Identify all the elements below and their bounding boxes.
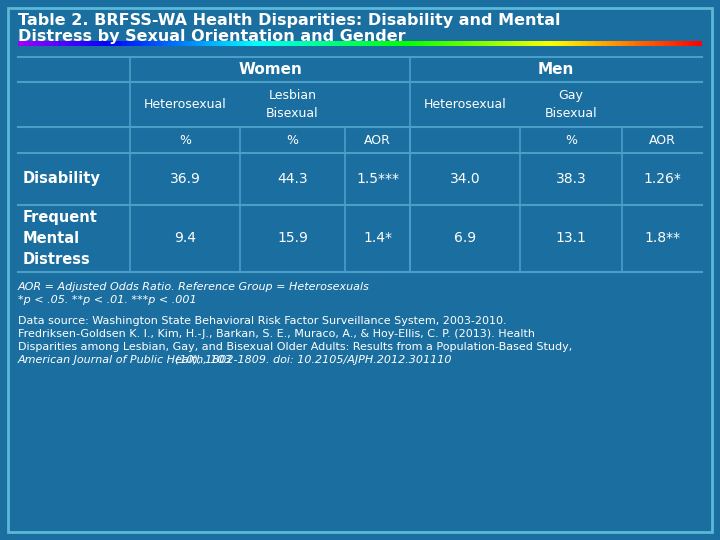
Text: Table 2. BRFSS-WA Health Disparities: Disability and Mental: Table 2. BRFSS-WA Health Disparities: Di…: [18, 13, 560, 28]
Text: 34.0: 34.0: [450, 172, 480, 186]
Text: Heterosexual: Heterosexual: [423, 98, 506, 111]
Text: Fredriksen-Goldsen K. I., Kim, H.-J., Barkan, S. E., Muraco, A., & Hoy-Ellis, C.: Fredriksen-Goldsen K. I., Kim, H.-J., Ba…: [18, 329, 535, 339]
Text: Disability: Disability: [23, 172, 101, 186]
Text: Heterosexual: Heterosexual: [143, 98, 226, 111]
Text: 13.1: 13.1: [556, 232, 586, 246]
Text: Lesbian
Bisexual: Lesbian Bisexual: [266, 89, 319, 120]
Text: AOR: AOR: [364, 133, 391, 146]
Text: %: %: [287, 133, 299, 146]
Text: 6.9: 6.9: [454, 232, 476, 246]
Text: Distress by Sexual Orientation and Gender: Distress by Sexual Orientation and Gende…: [18, 29, 405, 44]
Text: Data source: Washington State Behavioral Risk Factor Surveillance System, 2003-2: Data source: Washington State Behavioral…: [18, 316, 507, 326]
Text: %: %: [565, 133, 577, 146]
Text: AOR = Adjusted Odds Ratio. Reference Group = Heterosexuals: AOR = Adjusted Odds Ratio. Reference Gro…: [18, 282, 370, 292]
Text: 1.5***: 1.5***: [356, 172, 399, 186]
Text: 15.9: 15.9: [277, 232, 308, 246]
Text: Gay
Bisexual: Gay Bisexual: [545, 89, 598, 120]
Text: 38.3: 38.3: [556, 172, 586, 186]
Text: Women: Women: [238, 62, 302, 77]
Text: 9.4: 9.4: [174, 232, 196, 246]
Text: 1.4*: 1.4*: [363, 232, 392, 246]
Text: Frequent
Mental
Distress: Frequent Mental Distress: [23, 210, 98, 267]
Text: (10), 1802-1809. doi: 10.2105/AJPH.2012.301110: (10), 1802-1809. doi: 10.2105/AJPH.2012.…: [175, 355, 451, 365]
Text: Men: Men: [538, 62, 574, 77]
Text: 1.8**: 1.8**: [644, 232, 680, 246]
Text: *p < .05. **p < .01. ***p < .001: *p < .05. **p < .01. ***p < .001: [18, 295, 197, 305]
Text: Disparities among Lesbian, Gay, and Bisexual Older Adults: Results from a Popula: Disparities among Lesbian, Gay, and Bise…: [18, 342, 572, 352]
Text: American Journal of Public Health, 103: American Journal of Public Health, 103: [18, 355, 233, 365]
Text: 44.3: 44.3: [277, 172, 308, 186]
Text: 36.9: 36.9: [170, 172, 200, 186]
Text: %: %: [179, 133, 191, 146]
Text: AOR: AOR: [649, 133, 675, 146]
Text: 1.26*: 1.26*: [643, 172, 681, 186]
FancyBboxPatch shape: [8, 8, 712, 532]
